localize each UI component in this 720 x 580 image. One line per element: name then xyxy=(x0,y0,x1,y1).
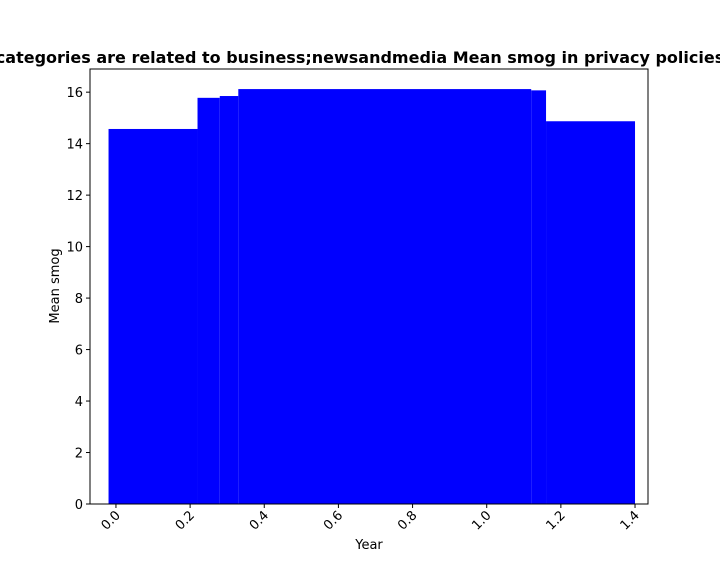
x-axis-label: Year xyxy=(354,538,383,553)
bar-1 xyxy=(108,128,198,504)
bar-2 xyxy=(197,97,220,504)
y-tick-label: 0 xyxy=(75,498,83,513)
bar-4 xyxy=(238,89,532,505)
y-tick-label: 16 xyxy=(66,86,83,101)
x-tick-label: 0.4 xyxy=(247,508,272,533)
y-tick-label: 10 xyxy=(66,241,83,256)
y-tick-label: 6 xyxy=(75,344,83,359)
y-tick-label: 8 xyxy=(75,292,83,307)
bar-6 xyxy=(546,121,636,505)
y-tick-label: 2 xyxy=(75,447,83,462)
y-tick-label: 14 xyxy=(66,138,83,153)
bar-5 xyxy=(531,90,547,505)
x-tick-label: 0.2 xyxy=(173,508,198,533)
y-axis-label: Mean smog xyxy=(48,248,63,323)
axes-frame xyxy=(89,68,649,505)
x-tick-label: 1.2 xyxy=(543,508,568,533)
y-axis-ticks: 0 2 4 6 8 10 12 14 16 xyxy=(66,86,90,513)
x-tick-label: 0.8 xyxy=(395,508,420,533)
x-tick-label: 0.0 xyxy=(99,508,124,533)
chart-title: categories are related to business;newsa… xyxy=(0,48,720,67)
y-tick-label: 12 xyxy=(66,189,83,204)
x-tick-label: 1.4 xyxy=(618,508,643,533)
x-tick-label: 1.0 xyxy=(469,508,494,533)
x-tick-label: 0.6 xyxy=(321,508,346,533)
y-tick-label: 4 xyxy=(75,395,83,410)
plot-area xyxy=(108,89,636,505)
bar-3 xyxy=(219,96,239,505)
x-axis-ticks: 0.0 0.2 0.4 0.6 0.8 1.0 1.2 1.4 xyxy=(99,504,643,533)
